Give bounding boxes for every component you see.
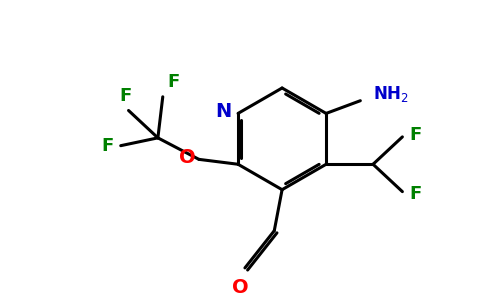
Text: NH$_2$: NH$_2$ [373,84,409,104]
Text: F: F [120,87,132,105]
Text: F: F [409,184,422,202]
Text: O: O [180,148,196,167]
Text: F: F [409,126,422,144]
Text: F: F [102,137,114,155]
Text: N: N [215,102,231,121]
Text: F: F [167,73,180,91]
Text: O: O [232,278,248,297]
